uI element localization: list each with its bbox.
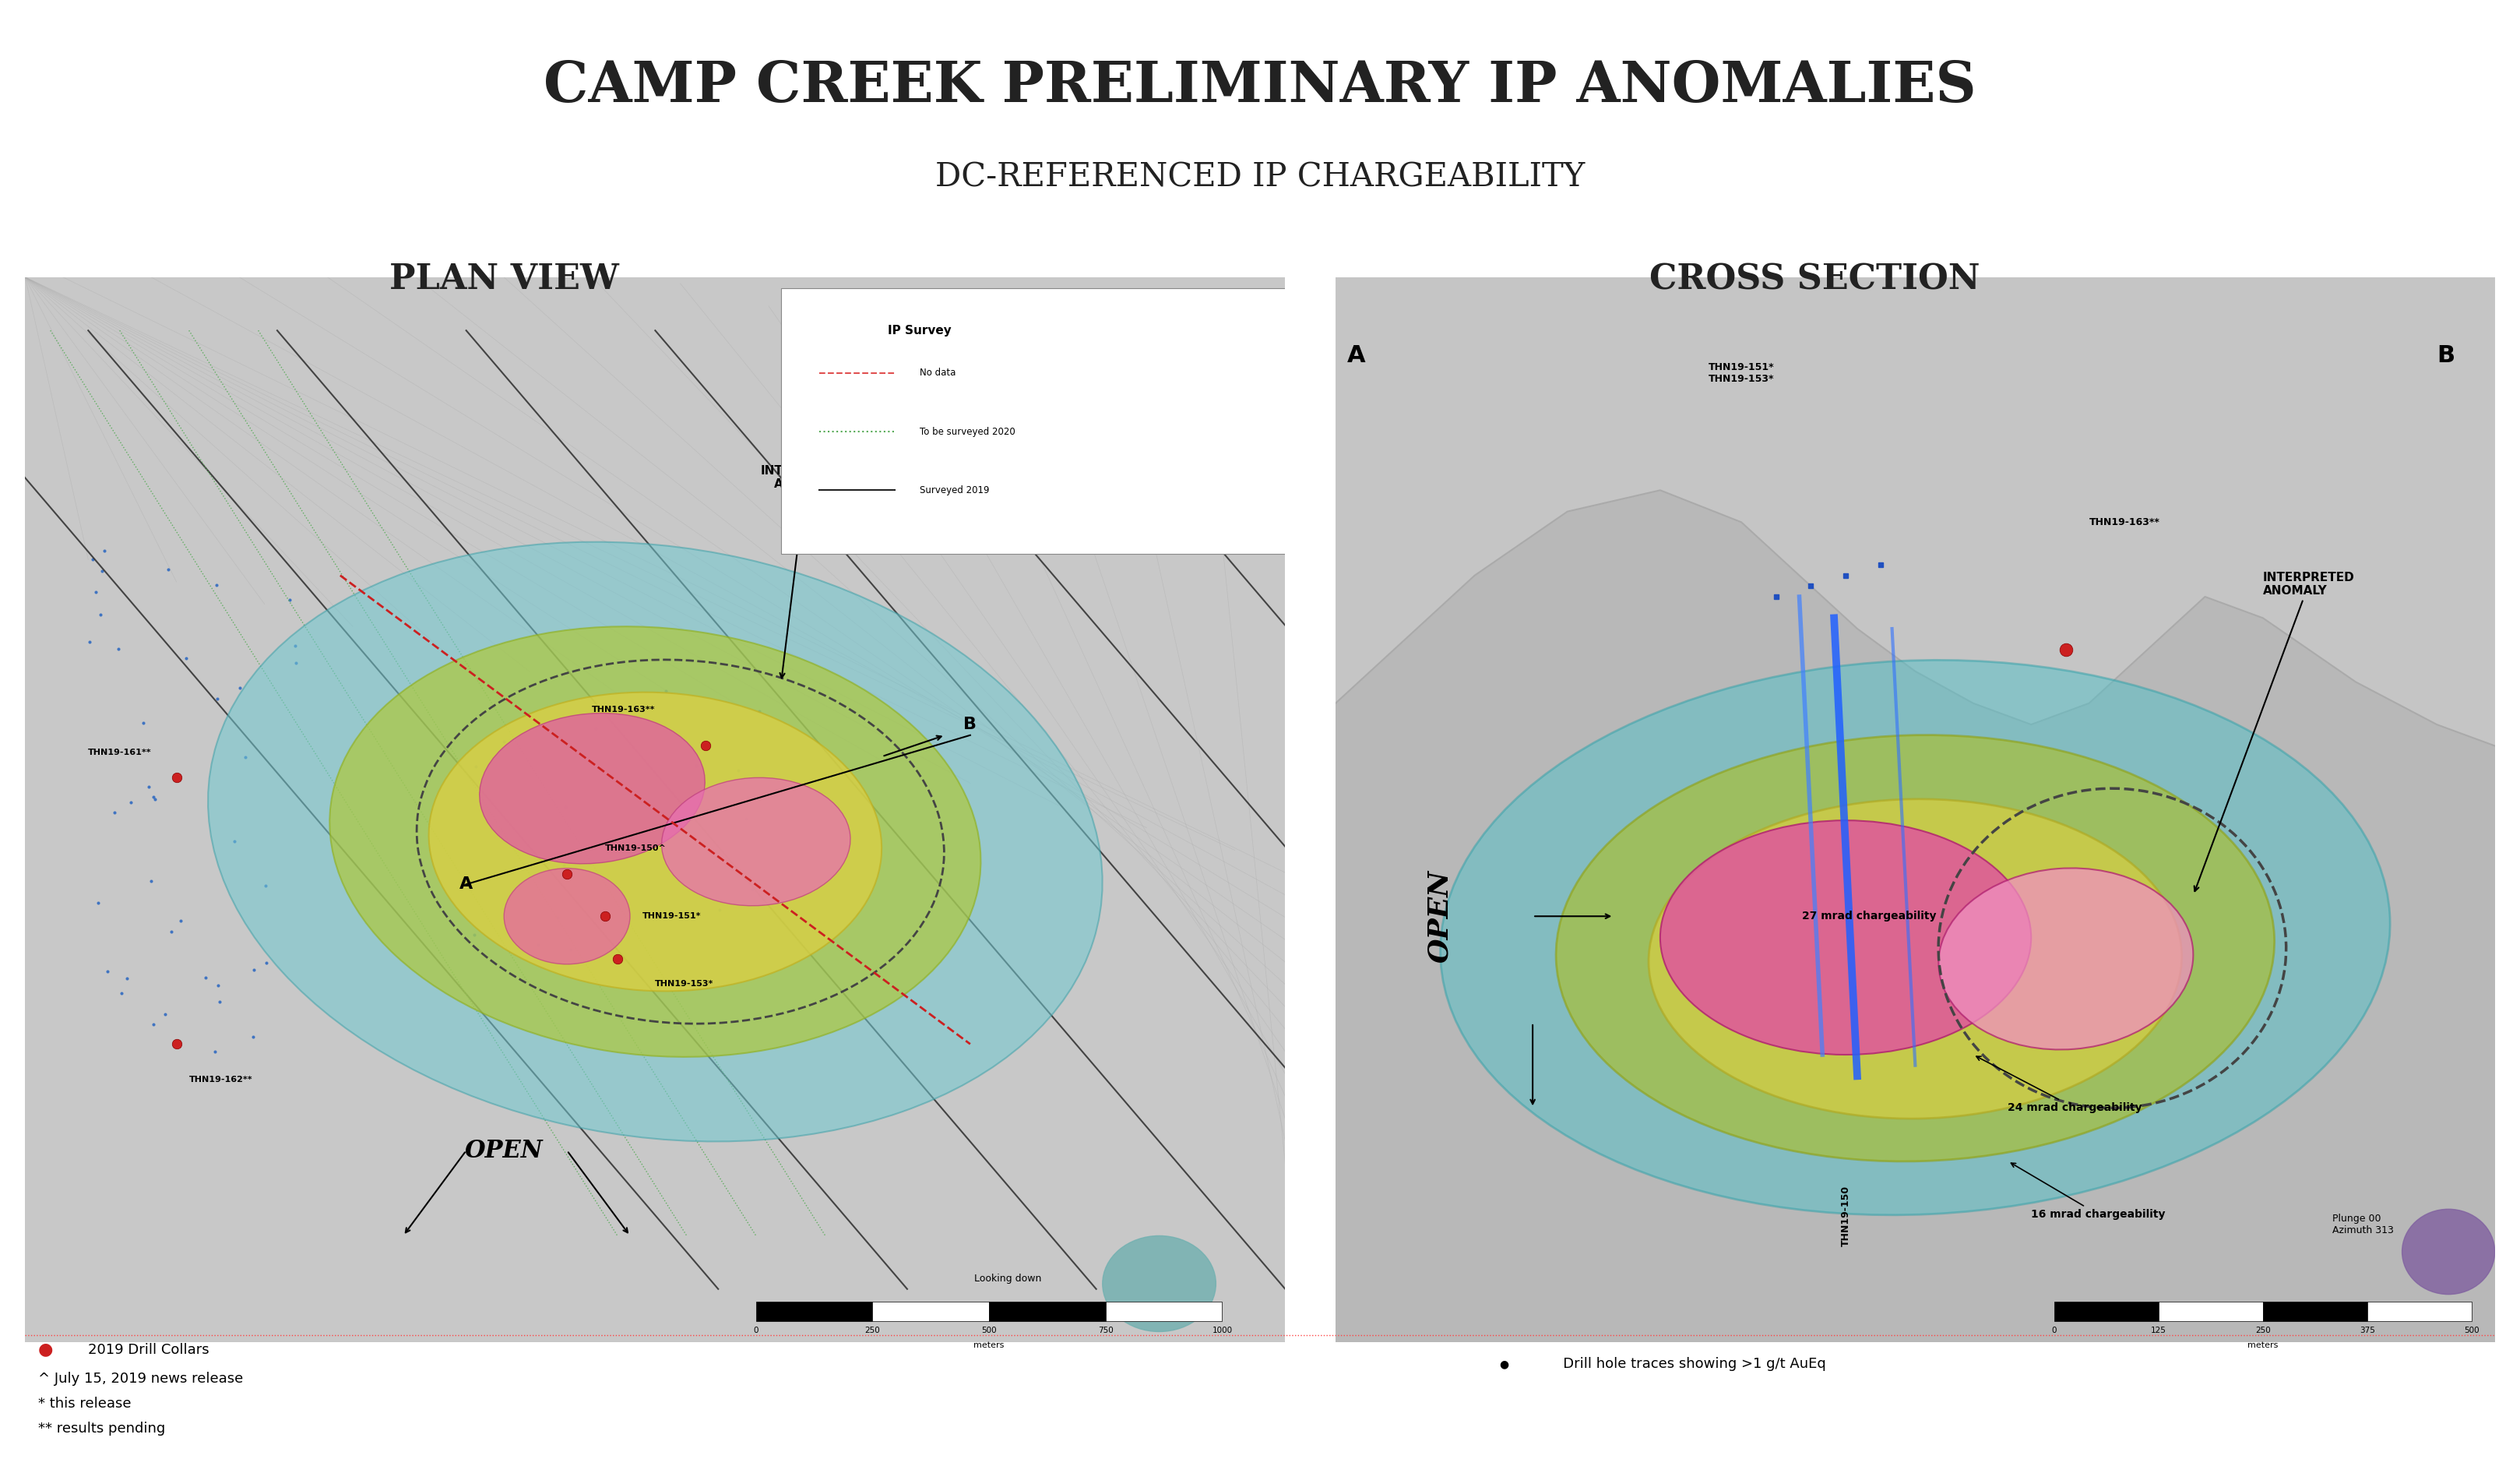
Text: CAMP CREEK PRELIMINARY IP ANOMALIES: CAMP CREEK PRELIMINARY IP ANOMALIES (544, 58, 1976, 114)
Text: A: A (1348, 344, 1366, 368)
Ellipse shape (504, 868, 630, 964)
Text: Drill hole traces showing >1 g/t AuEq: Drill hole traces showing >1 g/t AuEq (1550, 1357, 1827, 1371)
Text: 27 mrad chargeability: 27 mrad chargeability (1802, 910, 1935, 922)
Text: ** results pending: ** results pending (38, 1421, 164, 1436)
Text: 125: 125 (2152, 1326, 2167, 1334)
Text: 1000: 1000 (1212, 1326, 1232, 1334)
Text: 500: 500 (980, 1326, 998, 1334)
Text: PLAN VIEW: PLAN VIEW (388, 263, 620, 296)
Text: THN19-163**: THN19-163** (2089, 516, 2160, 527)
Text: 16 mrad chargeability: 16 mrad chargeability (2011, 1163, 2165, 1220)
Polygon shape (1336, 277, 2495, 746)
Text: * this release: * this release (38, 1396, 131, 1411)
Ellipse shape (479, 713, 706, 864)
Text: THN19-151*
THN19-153*: THN19-151* THN19-153* (1709, 362, 1774, 384)
Text: 24 mrad chargeability: 24 mrad chargeability (1976, 1056, 2142, 1113)
Text: THN19-151*: THN19-151* (643, 912, 701, 921)
Ellipse shape (330, 626, 980, 1056)
Text: Looking down: Looking down (975, 1274, 1041, 1284)
Text: ^ July 15, 2019 news release: ^ July 15, 2019 news release (38, 1371, 242, 1386)
Bar (2054, 1301, 2160, 1320)
Text: 375: 375 (2359, 1326, 2374, 1334)
Bar (2263, 1301, 2366, 1320)
Text: 250: 250 (864, 1326, 879, 1334)
Ellipse shape (209, 541, 1101, 1141)
Text: THN19-150: THN19-150 (1840, 1186, 1850, 1246)
Text: THN19-153*: THN19-153* (655, 980, 713, 988)
Text: 0: 0 (2051, 1326, 2056, 1334)
Text: B: B (2437, 344, 2454, 368)
Text: ●: ● (38, 1342, 53, 1357)
Text: B: B (963, 716, 978, 732)
Bar (872, 1301, 988, 1320)
Bar (988, 1301, 1106, 1320)
Circle shape (2402, 1210, 2495, 1294)
Ellipse shape (1648, 800, 2182, 1119)
Bar (756, 1301, 872, 1320)
Text: ●: ● (1499, 1358, 1509, 1370)
Text: No data: No data (920, 368, 955, 378)
Text: 250: 250 (2255, 1326, 2271, 1334)
Text: CROSS SECTION: CROSS SECTION (1648, 263, 1981, 296)
Ellipse shape (428, 692, 882, 991)
Text: 500: 500 (2465, 1326, 2480, 1334)
Text: Surveyed 2019: Surveyed 2019 (920, 486, 990, 495)
Text: INTERPRETED
ANOMALY: INTERPRETED ANOMALY (761, 465, 852, 678)
Text: INTERPRETED
ANOMALY: INTERPRETED ANOMALY (2195, 572, 2354, 891)
Text: 2019 Drill Collars: 2019 Drill Collars (88, 1342, 209, 1357)
Text: 750: 750 (1099, 1326, 1114, 1334)
Text: 0: 0 (753, 1326, 759, 1334)
Text: DC-REFERENCED IP CHARGEABILITY: DC-REFERENCED IP CHARGEABILITY (935, 160, 1585, 193)
Text: meters: meters (2248, 1341, 2278, 1350)
Circle shape (1104, 1236, 1215, 1332)
Text: THN19-163**: THN19-163** (592, 706, 655, 713)
Bar (1106, 1301, 1222, 1320)
Ellipse shape (1441, 659, 2389, 1215)
Bar (2366, 1301, 2472, 1320)
Text: meters: meters (973, 1341, 1005, 1350)
Text: THN19-162**: THN19-162** (189, 1077, 252, 1084)
FancyBboxPatch shape (1336, 277, 2495, 1342)
Ellipse shape (1938, 868, 2192, 1049)
FancyBboxPatch shape (25, 277, 1285, 1342)
FancyBboxPatch shape (781, 287, 1298, 554)
Text: Plunge 00
Azimuth 313: Plunge 00 Azimuth 313 (2334, 1214, 2394, 1236)
Text: THN19-150^: THN19-150^ (605, 845, 665, 852)
Bar (2160, 1301, 2263, 1320)
Text: A: A (459, 877, 474, 891)
Text: To be surveyed 2020: To be surveyed 2020 (920, 426, 1016, 436)
Text: IP Survey: IP Survey (887, 325, 953, 337)
Ellipse shape (663, 778, 849, 906)
Ellipse shape (1661, 820, 2031, 1055)
Text: OPEN: OPEN (464, 1138, 544, 1163)
Text: OPEN: OPEN (1426, 870, 1454, 963)
Text: THN19-161**: THN19-161** (88, 748, 151, 756)
Ellipse shape (1555, 735, 2276, 1161)
